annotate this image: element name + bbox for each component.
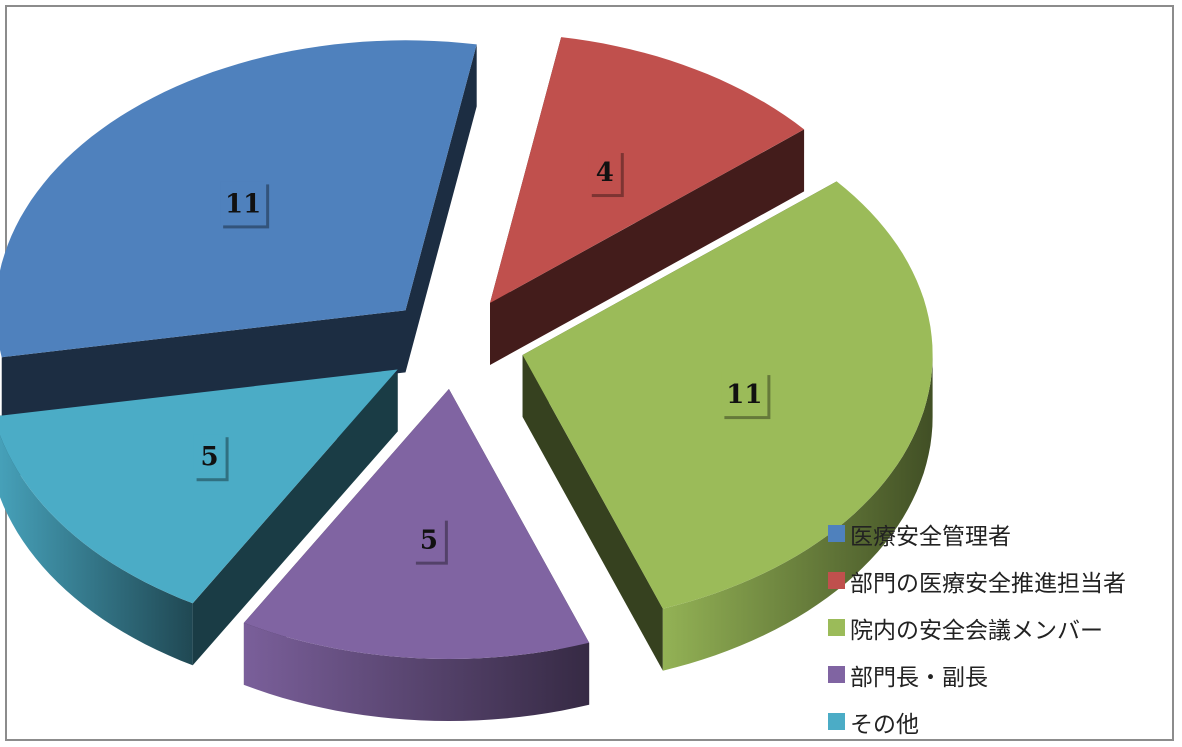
data-label-other: 5 xyxy=(201,442,219,472)
legend-label: 部門長・副長 xyxy=(850,664,988,691)
legend-label: 院内の安全会議メンバー xyxy=(850,617,1103,644)
data-label-department-promoter: 4 xyxy=(596,158,614,188)
pie-slice-side-safety-committee-member xyxy=(522,354,663,671)
pie-slice-other xyxy=(0,369,398,604)
legend-swatch xyxy=(828,572,845,589)
legend: 医療安全管理者 部門の医療安全推進担当者 院内の安全会議メンバー 部門長・副長 … xyxy=(828,510,1178,745)
pie-slice-department-promoter xyxy=(490,37,805,303)
pie-slice-side-medical-safety-manager xyxy=(405,44,477,373)
pie-slice-side-safety-committee-member xyxy=(662,355,933,671)
legend-label: その他 xyxy=(850,711,919,738)
pie-slice-side-medical-safety-manager xyxy=(1,310,406,420)
data-label-box xyxy=(721,372,768,417)
legend-item: 部門の医療安全推進担当者 xyxy=(828,557,1178,604)
pie-slice-side-department-head xyxy=(243,622,590,721)
legend-item: その他 xyxy=(828,698,1178,745)
legend-item: 医療安全管理者 xyxy=(828,510,1178,557)
legend-item: 部門長・副長 xyxy=(828,651,1178,698)
pie-slice-side-other xyxy=(192,369,398,666)
data-label-box xyxy=(193,434,226,479)
legend-swatch xyxy=(828,619,845,636)
legend-swatch xyxy=(828,666,845,683)
data-label-department-head: 5 xyxy=(420,526,438,556)
data-label-medical-safety-manager: 11 xyxy=(225,189,261,219)
legend-label: 部門の医療安全推進担当者 xyxy=(850,570,1126,597)
pie-slice-side-other xyxy=(0,435,193,666)
data-label-box xyxy=(412,517,445,562)
legend-swatch xyxy=(828,713,845,730)
legend-swatch xyxy=(828,525,845,542)
data-label-box xyxy=(588,150,621,195)
legend-item: 院内の安全会議メンバー xyxy=(828,604,1178,651)
data-label-safety-committee-member: 11 xyxy=(726,380,762,410)
data-label-box xyxy=(220,181,267,226)
pie-slice-side-department-promoter xyxy=(490,129,805,365)
legend-label: 医療安全管理者 xyxy=(850,523,1011,550)
